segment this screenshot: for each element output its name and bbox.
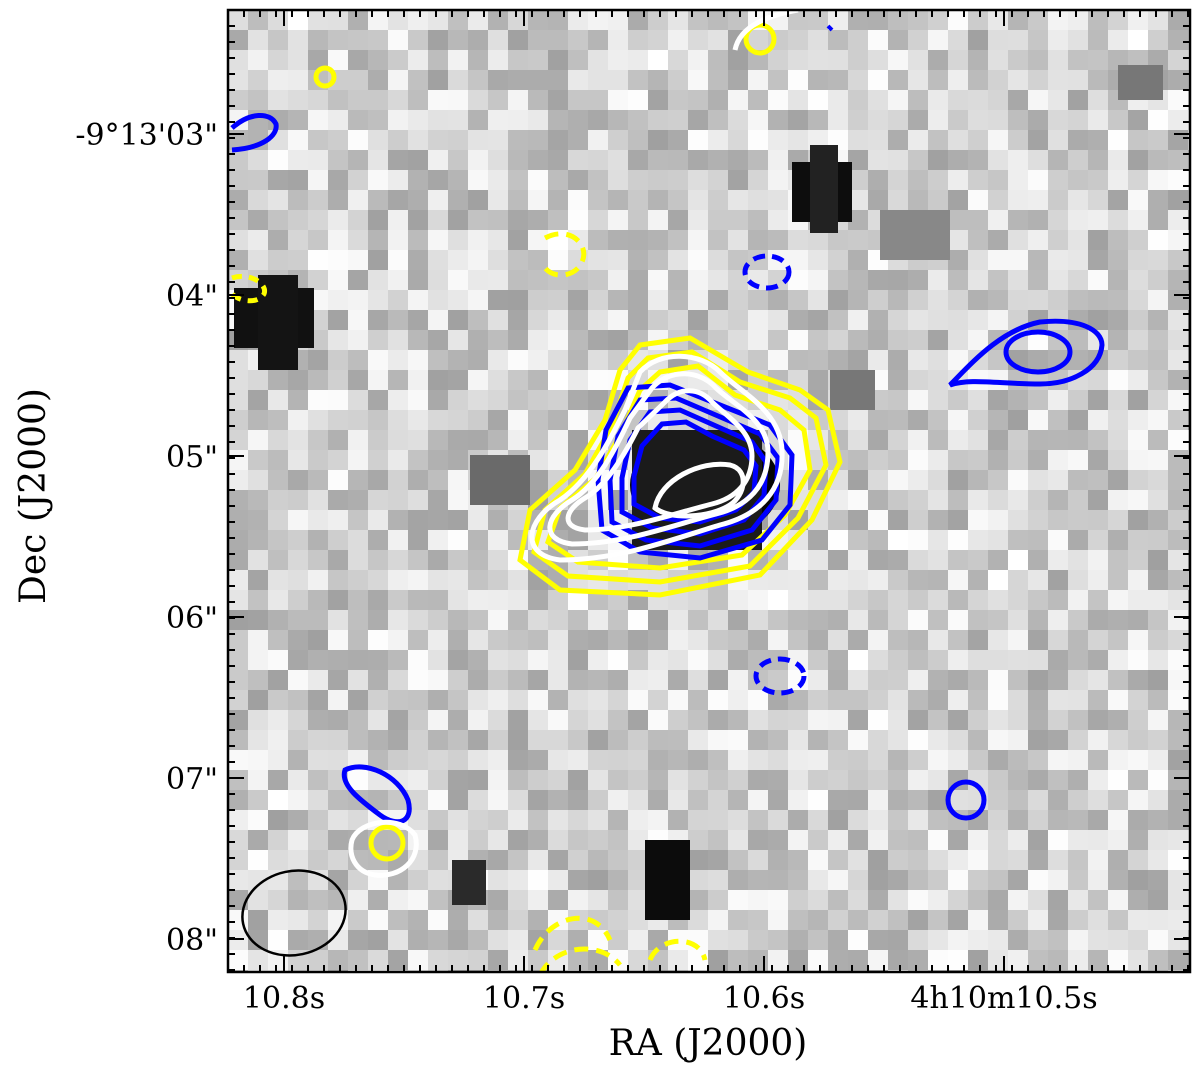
x-tick-label: 10.8s: [243, 981, 325, 1016]
y-tick-labels: -9°13'03" 04" 05" 06" 07" 08": [75, 118, 218, 958]
y-axis-title: Dec (J2000): [13, 388, 54, 604]
axis-ticks: [227, 9, 1190, 972]
y-tick-label: -9°13'03": [75, 118, 218, 153]
x-tick-labels: 10.8s 10.7s 10.6s 4h10m10.5s: [243, 981, 1098, 1016]
x-axis-title: RA (J2000): [609, 1023, 808, 1064]
beam-ellipse: [241, 869, 347, 957]
x-tick-label: 10.6s: [723, 981, 805, 1016]
grayscale-image: [228, 10, 1190, 972]
y-tick-label: 04": [166, 279, 218, 314]
blue-contours: [230, 24, 1105, 825]
x-tick-label: 4h10m10.5s: [910, 981, 1097, 1016]
y-tick-label: 05": [166, 440, 218, 475]
y-tick-label: 08": [166, 923, 218, 958]
y-tick-label: 06": [166, 601, 218, 636]
white-contours: [348, 10, 799, 878]
y-tick-label: 07": [166, 762, 218, 797]
x-tick-label: 10.7s: [483, 981, 565, 1016]
